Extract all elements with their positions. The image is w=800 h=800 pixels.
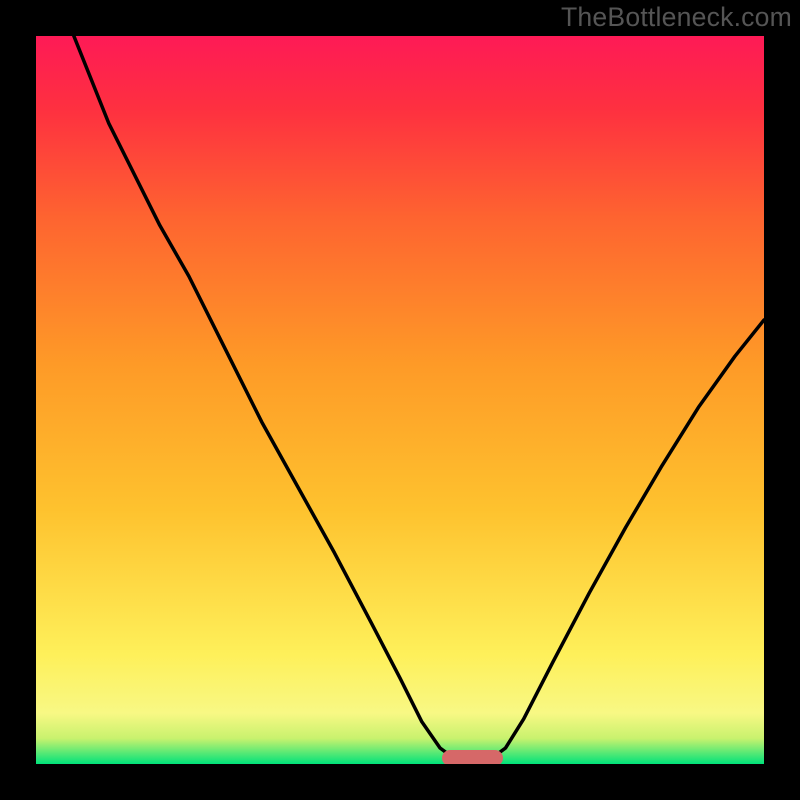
frame-border-bottom (0, 764, 800, 800)
plot-gradient-area (36, 36, 764, 764)
watermark-label: TheBottleneck.com (561, 2, 792, 33)
frame-border-left (0, 0, 36, 800)
frame-border-right (764, 0, 800, 800)
chart-frame: TheBottleneck.com (0, 0, 800, 800)
